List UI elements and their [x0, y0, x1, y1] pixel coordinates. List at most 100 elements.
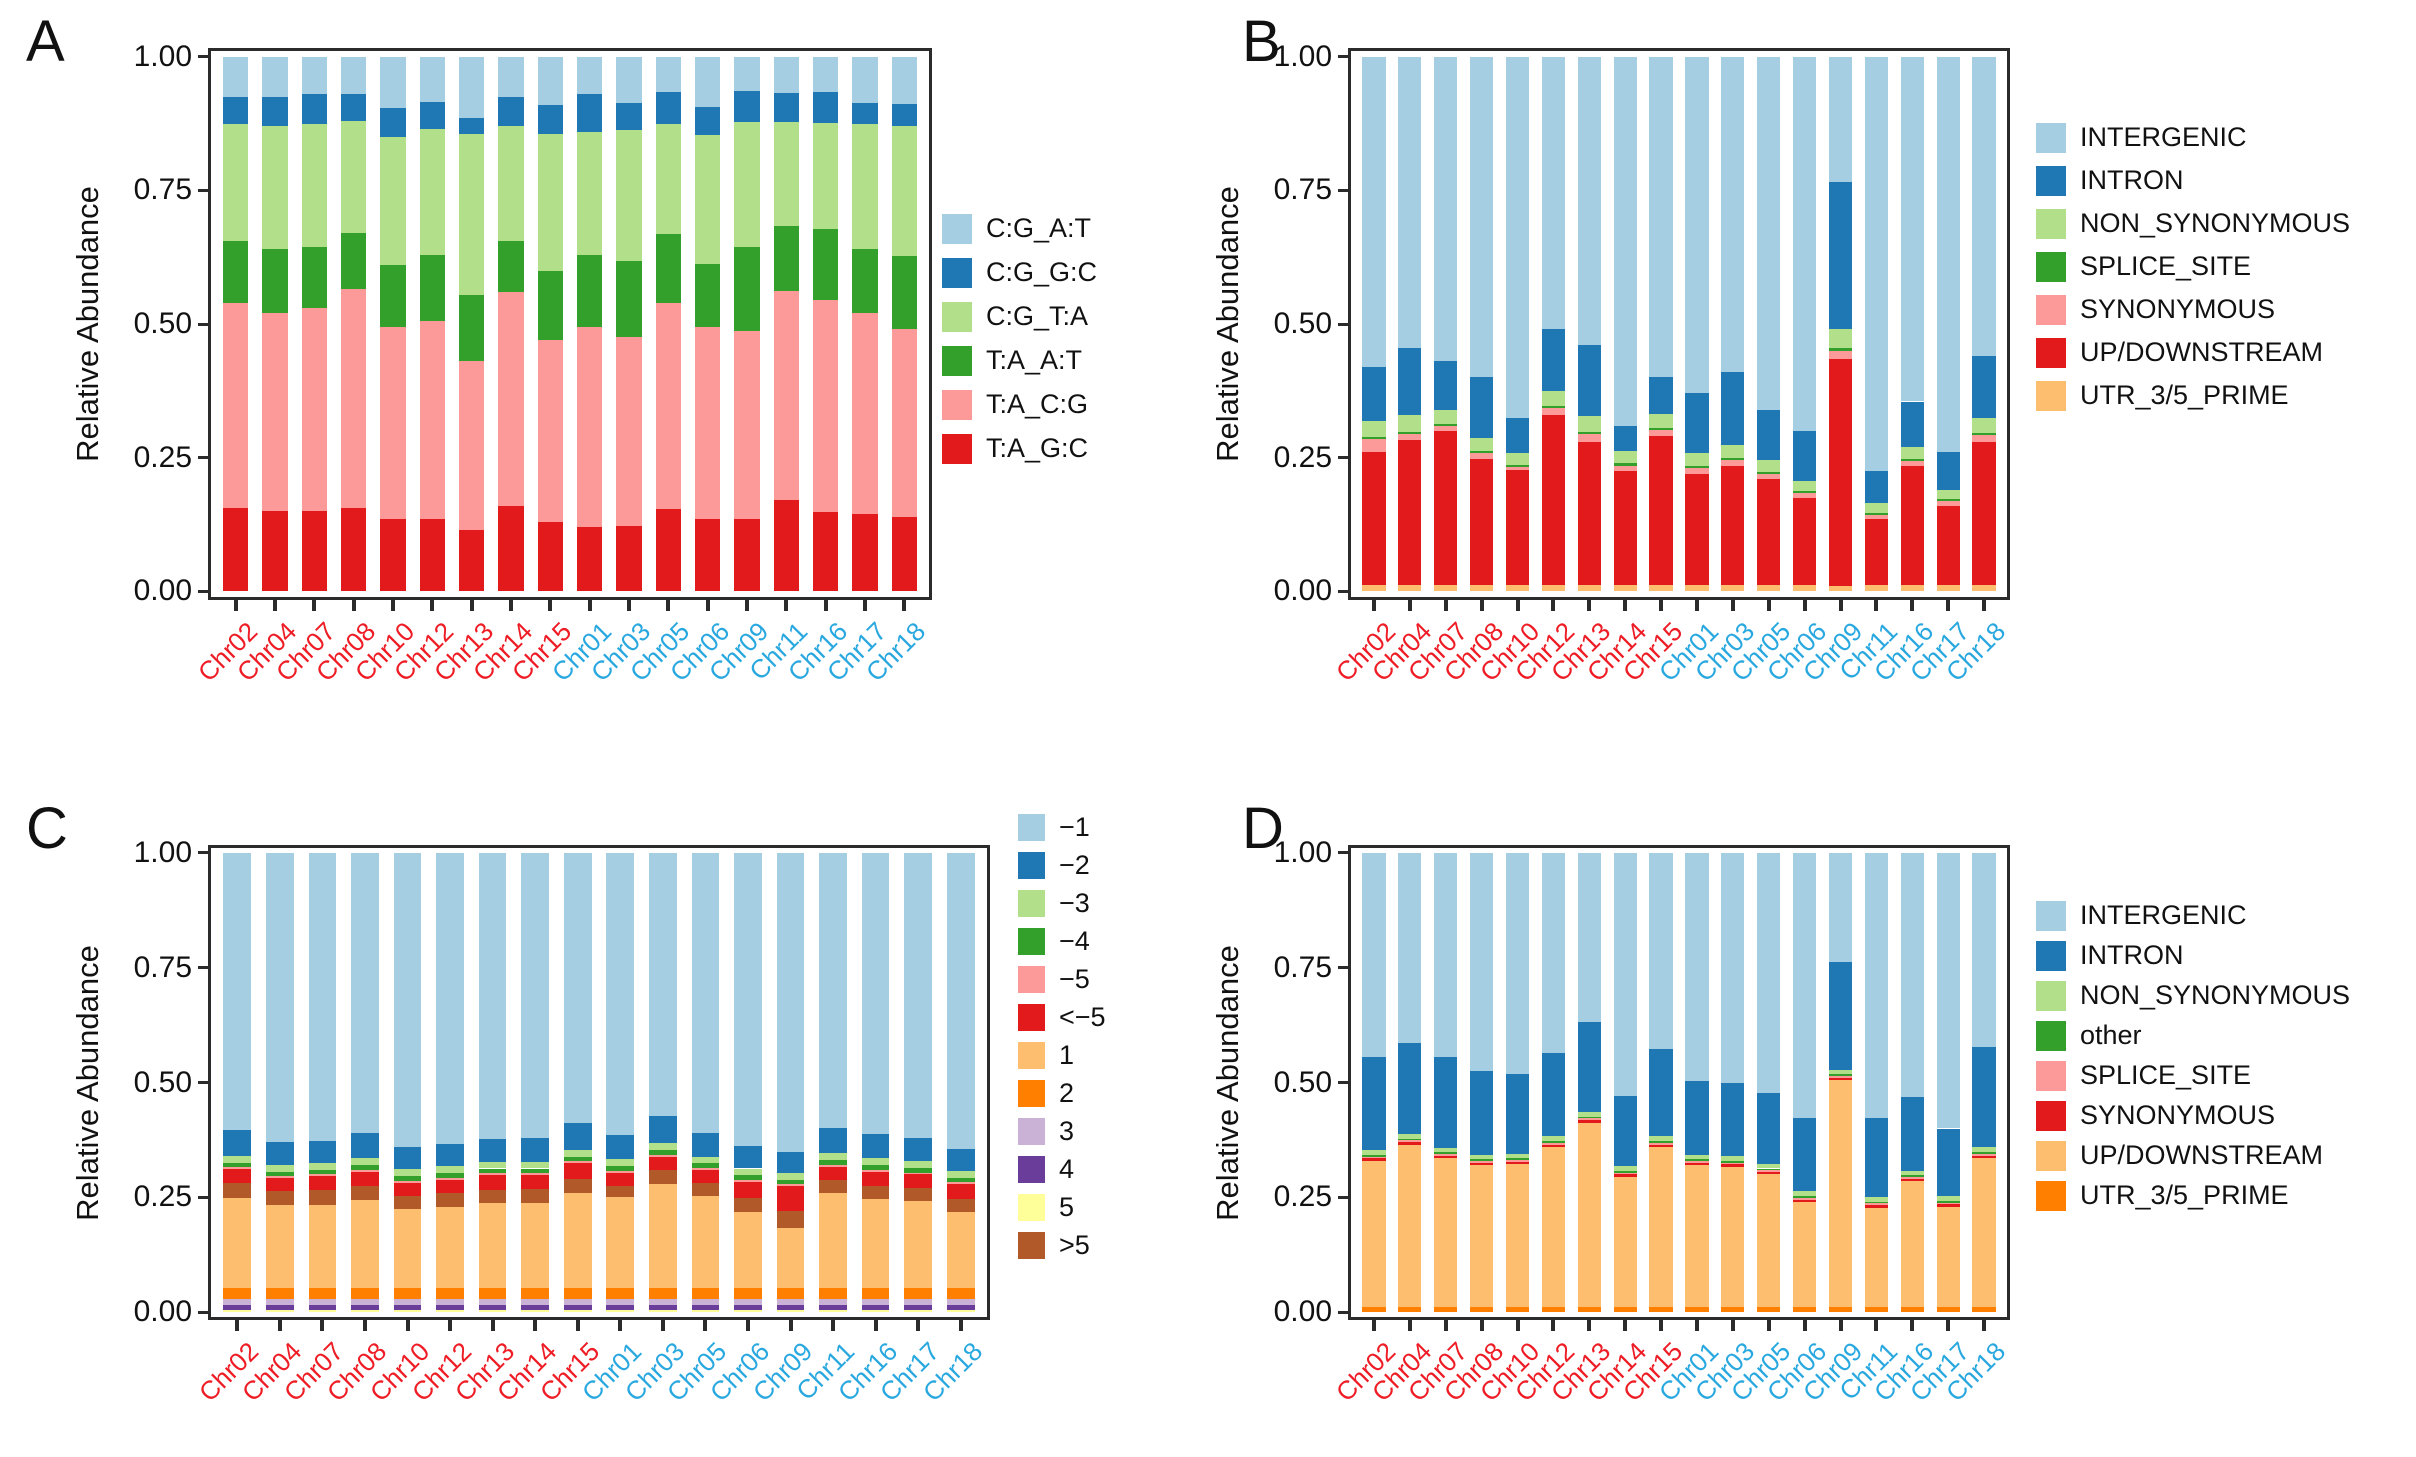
x-tick-mark — [1371, 1320, 1376, 1331]
bar-segment — [691, 1156, 720, 1164]
x-tick-mark — [1874, 1320, 1879, 1331]
bar-segment — [1972, 1151, 1996, 1154]
bar-segment — [436, 1310, 464, 1313]
bar-segment — [1792, 852, 1817, 1118]
bar-segment — [1577, 1021, 1601, 1112]
bar-segment — [776, 852, 805, 1152]
bar-segment — [819, 852, 847, 1129]
bar-segment — [691, 852, 720, 1133]
bar-segment — [521, 1299, 549, 1305]
bar-segment — [1792, 497, 1817, 586]
bar-chr03 — [1721, 845, 1745, 1320]
bar-chr11 — [819, 845, 847, 1320]
x-tick-mark — [1982, 600, 1987, 611]
x-tick-mark — [788, 1320, 793, 1331]
legend-label: T:A_A:T — [986, 345, 1083, 375]
bar-segment — [1757, 1163, 1781, 1169]
bar-segment — [537, 521, 564, 592]
bar-segment — [351, 1299, 379, 1305]
bar-segment — [223, 1162, 252, 1168]
bar-segment — [393, 1299, 422, 1305]
bar-segment — [1434, 56, 1458, 362]
bar-segment — [1613, 425, 1637, 451]
legend-swatch — [942, 301, 972, 332]
legend-swatch — [2036, 940, 2066, 971]
bar-segment — [694, 519, 721, 592]
bar-segment — [1577, 441, 1601, 586]
x-tick-mark — [320, 1320, 325, 1331]
bar-segment — [1685, 1159, 1709, 1162]
bar-segment — [301, 94, 328, 124]
bar-chr08 — [1469, 48, 1494, 600]
bar-segment — [734, 1287, 762, 1300]
bar-segment — [301, 307, 328, 512]
bar-segment — [734, 121, 760, 248]
bar-segment — [734, 56, 760, 92]
bar-segment — [1398, 439, 1422, 586]
bar-segment — [266, 1287, 294, 1300]
y-tick-mark — [1338, 1081, 1348, 1084]
bar-segment — [436, 1304, 464, 1311]
bar-segment — [734, 852, 762, 1146]
bar-segment — [649, 1287, 677, 1300]
bar-segment — [1541, 391, 1566, 407]
y-tick-mark — [198, 1310, 208, 1314]
bar-chr13 — [478, 845, 507, 1320]
bar-segment — [734, 1304, 762, 1311]
bar-segment — [478, 1310, 507, 1313]
bar-segment — [340, 120, 367, 234]
bar-segment — [308, 1162, 337, 1170]
bar-segment — [1649, 377, 1673, 414]
bar-segment — [458, 294, 485, 362]
bar-segment — [734, 1168, 762, 1176]
bar-segment — [649, 1170, 677, 1185]
bar-segment — [380, 137, 406, 266]
bar-segment — [498, 291, 524, 506]
bar-segment — [1362, 1154, 1386, 1157]
y-axis-label: Relative Abundance — [70, 186, 105, 462]
bar-segment — [1936, 505, 1960, 586]
bar-segment — [606, 1159, 635, 1167]
y-tick-label: 1.00 — [133, 39, 192, 73]
bar-segment — [904, 1287, 932, 1300]
bar-chr08 — [1469, 845, 1494, 1320]
bar-segment — [1434, 1154, 1458, 1157]
bar-segment — [576, 254, 603, 327]
bar-segment — [852, 56, 878, 103]
bar-segment — [1613, 1174, 1637, 1177]
legend-label: other — [2080, 1020, 2142, 1050]
bar-segment — [819, 1166, 847, 1181]
bar-segment — [1721, 56, 1745, 373]
bar-segment — [891, 56, 918, 104]
legend-label: INTRON — [2080, 940, 2184, 970]
bar-segment — [1721, 585, 1745, 592]
legend-item: INTERGENIC — [2036, 900, 2247, 931]
legend-swatch — [1018, 966, 1045, 993]
bar-segment — [1936, 852, 1960, 1129]
bar-segment — [1936, 1128, 1960, 1197]
bar-segment — [655, 56, 682, 93]
bar-segment — [1864, 519, 1889, 586]
legend-swatch — [1018, 1042, 1045, 1069]
legend-label: SPLICE_SITE — [2080, 251, 2252, 281]
legend-swatch — [2036, 337, 2066, 368]
bar-chr09 — [1828, 48, 1853, 600]
bar-segment — [498, 505, 524, 592]
y-tick-label: 0.50 — [1273, 1065, 1332, 1099]
bar-segment — [1649, 1142, 1673, 1145]
bar-segment — [773, 56, 800, 93]
x-tick-mark — [1982, 1320, 1987, 1331]
legend-label: <−5 — [1059, 1002, 1106, 1032]
x-tick-mark — [533, 1320, 538, 1331]
legend-label: SYNONYMOUS — [2080, 294, 2276, 324]
bar-segment — [904, 1172, 932, 1175]
bar-segment — [1362, 421, 1386, 438]
x-tick-mark — [273, 600, 277, 611]
bar-segment — [1900, 1170, 1924, 1176]
bar-segment — [1434, 1306, 1458, 1313]
bar-segment — [734, 1197, 762, 1212]
bar-segment — [393, 1147, 422, 1170]
x-tick-mark — [1623, 1320, 1628, 1331]
bar-segment — [1577, 1120, 1601, 1123]
x-tick-mark — [575, 1320, 580, 1331]
